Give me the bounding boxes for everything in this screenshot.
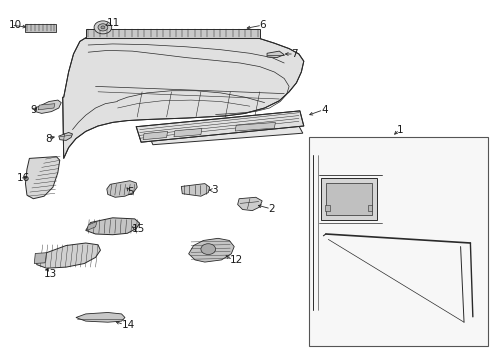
Polygon shape xyxy=(86,29,260,38)
Text: 1: 1 xyxy=(397,125,404,135)
Polygon shape xyxy=(25,24,56,32)
Polygon shape xyxy=(136,111,304,142)
Circle shape xyxy=(101,26,105,29)
Text: 4: 4 xyxy=(321,105,328,115)
Text: 13: 13 xyxy=(44,269,57,279)
Polygon shape xyxy=(235,122,275,131)
Polygon shape xyxy=(149,126,303,145)
Text: 12: 12 xyxy=(230,255,244,265)
Polygon shape xyxy=(325,205,330,211)
Circle shape xyxy=(94,21,112,34)
Polygon shape xyxy=(174,129,202,137)
Circle shape xyxy=(98,24,108,31)
Text: 7: 7 xyxy=(292,49,298,59)
Polygon shape xyxy=(107,181,137,197)
Text: 8: 8 xyxy=(46,134,52,144)
Text: 16: 16 xyxy=(17,173,30,183)
Polygon shape xyxy=(59,132,73,140)
Polygon shape xyxy=(86,218,140,235)
Polygon shape xyxy=(37,243,100,268)
Polygon shape xyxy=(267,51,284,58)
Polygon shape xyxy=(38,104,55,110)
Text: 6: 6 xyxy=(260,20,267,30)
Text: 3: 3 xyxy=(211,185,218,195)
Polygon shape xyxy=(189,238,234,262)
Polygon shape xyxy=(368,205,372,211)
Polygon shape xyxy=(35,100,61,113)
Polygon shape xyxy=(87,221,97,230)
Text: 11: 11 xyxy=(107,18,120,28)
Polygon shape xyxy=(181,184,210,196)
Polygon shape xyxy=(63,38,304,158)
Text: 9: 9 xyxy=(31,105,38,115)
Text: 15: 15 xyxy=(132,224,146,234)
Text: 14: 14 xyxy=(122,320,135,330)
Text: 2: 2 xyxy=(269,204,275,214)
Text: 5: 5 xyxy=(127,186,134,197)
Polygon shape xyxy=(321,178,377,220)
Text: 10: 10 xyxy=(9,20,22,30)
Polygon shape xyxy=(76,312,125,322)
Polygon shape xyxy=(238,197,262,211)
Polygon shape xyxy=(25,157,60,199)
Circle shape xyxy=(201,244,216,255)
Bar xyxy=(309,137,488,346)
Polygon shape xyxy=(34,253,47,264)
Polygon shape xyxy=(326,183,372,215)
Polygon shape xyxy=(143,131,168,140)
